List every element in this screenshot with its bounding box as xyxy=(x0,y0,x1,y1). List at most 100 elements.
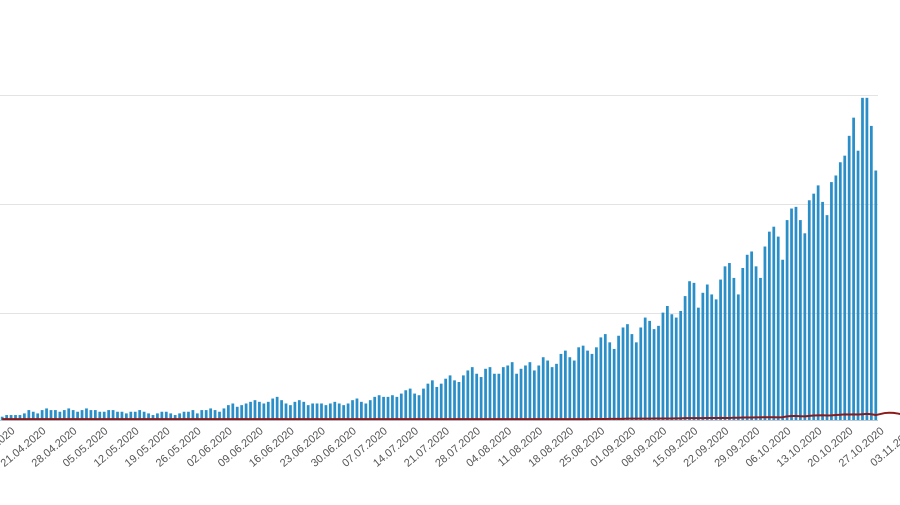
bar xyxy=(160,411,164,420)
bar xyxy=(23,413,26,420)
bar xyxy=(524,365,527,420)
bar xyxy=(386,396,390,420)
bar xyxy=(9,415,13,420)
bar xyxy=(812,193,816,420)
bar xyxy=(138,410,142,420)
bar xyxy=(865,97,869,420)
bar xyxy=(559,353,563,420)
bar xyxy=(151,415,155,420)
bar xyxy=(781,259,785,420)
bar xyxy=(665,306,669,420)
bar xyxy=(586,350,589,420)
bar xyxy=(311,403,314,420)
bar xyxy=(293,401,297,420)
bar xyxy=(697,307,700,420)
bar xyxy=(852,117,855,421)
bar xyxy=(603,334,607,420)
bar xyxy=(120,411,124,420)
bar xyxy=(847,135,851,420)
bar xyxy=(45,408,48,420)
bar xyxy=(736,294,740,420)
bar xyxy=(204,410,208,420)
bar xyxy=(728,263,731,420)
bar xyxy=(253,400,257,420)
bar xyxy=(355,398,359,420)
bar xyxy=(71,410,75,420)
bar xyxy=(342,405,346,420)
bar xyxy=(98,411,102,420)
bar xyxy=(107,410,111,420)
bar xyxy=(133,411,137,420)
bar xyxy=(156,413,159,420)
bar xyxy=(528,362,532,420)
bar xyxy=(506,365,510,420)
bar xyxy=(830,182,833,420)
bar xyxy=(621,327,625,420)
bar xyxy=(27,410,31,420)
bar xyxy=(634,342,638,420)
bar xyxy=(759,277,762,420)
bar xyxy=(688,281,691,420)
bar xyxy=(417,395,421,420)
bar xyxy=(0,416,4,420)
bar xyxy=(399,393,403,420)
bar xyxy=(231,403,235,420)
bar xyxy=(200,410,204,420)
bar xyxy=(226,405,230,420)
bar xyxy=(683,296,687,420)
bar xyxy=(719,279,722,420)
bar xyxy=(368,400,372,420)
bar xyxy=(195,413,199,420)
bar xyxy=(790,208,793,420)
bar xyxy=(599,337,603,420)
bar xyxy=(62,410,66,420)
bar xyxy=(816,185,820,420)
bar xyxy=(537,365,541,420)
bar xyxy=(674,317,678,420)
bar xyxy=(484,368,487,420)
bar xyxy=(799,220,802,420)
bar xyxy=(58,411,62,420)
bar xyxy=(532,370,536,420)
bar xyxy=(577,347,581,420)
bar xyxy=(661,312,665,420)
bar xyxy=(346,403,350,420)
bar xyxy=(36,413,40,420)
bars xyxy=(0,97,878,421)
bar xyxy=(550,367,554,420)
x-tick-labels: 14.04.202021.04.202028.04.202005.05.2020… xyxy=(0,425,900,470)
bar xyxy=(608,342,612,420)
bar xyxy=(648,320,652,420)
bar xyxy=(630,334,634,420)
bar xyxy=(670,314,674,420)
bar xyxy=(710,294,714,420)
bar xyxy=(612,348,616,420)
bar xyxy=(448,375,452,420)
bar xyxy=(280,400,283,420)
bar xyxy=(18,415,22,420)
bar xyxy=(430,380,434,420)
bar xyxy=(564,350,567,420)
bar xyxy=(116,411,119,420)
bar xyxy=(426,383,430,420)
bar xyxy=(754,266,758,420)
bar xyxy=(76,411,79,420)
bar xyxy=(679,310,683,420)
bar xyxy=(408,388,412,420)
bar xyxy=(164,411,168,420)
bar xyxy=(462,375,465,420)
bar xyxy=(129,411,133,420)
bar xyxy=(723,266,727,420)
bar xyxy=(85,408,88,420)
bar xyxy=(643,317,647,420)
bar xyxy=(466,370,470,420)
grid xyxy=(0,95,878,314)
bar xyxy=(209,408,213,420)
bar xyxy=(315,403,319,420)
bar xyxy=(435,386,439,420)
line-series xyxy=(2,411,900,421)
bar xyxy=(581,345,585,420)
bar xyxy=(861,97,864,420)
bar xyxy=(93,410,97,420)
bar xyxy=(413,393,416,420)
